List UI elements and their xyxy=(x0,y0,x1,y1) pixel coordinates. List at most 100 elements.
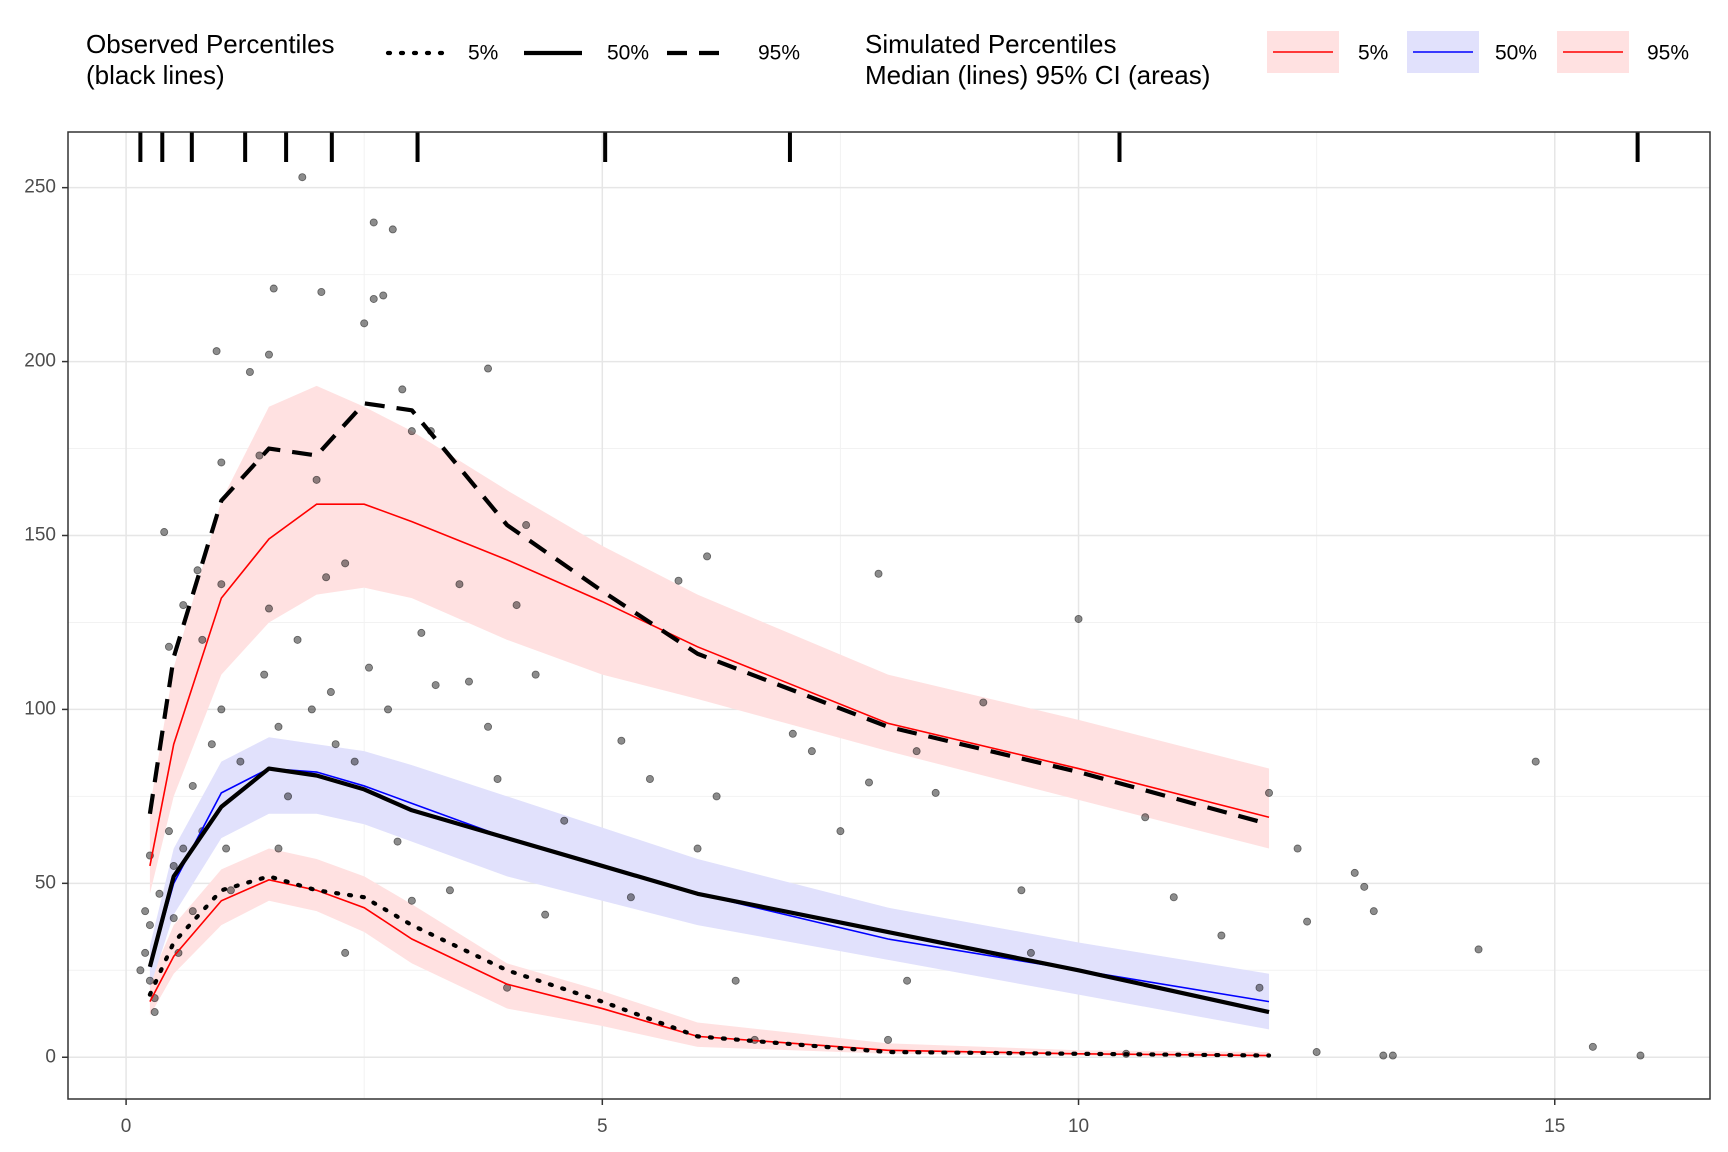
data-point xyxy=(1293,844,1302,853)
data-point xyxy=(307,705,316,714)
y-tick-label: 250 xyxy=(24,177,56,198)
data-point xyxy=(512,601,521,610)
data-point xyxy=(331,740,340,749)
data-point xyxy=(1141,813,1150,822)
x-tick-label: 5 xyxy=(597,1116,608,1137)
data-point xyxy=(198,635,207,644)
data-point xyxy=(1217,931,1226,940)
data-point xyxy=(1169,893,1178,902)
data-point xyxy=(179,844,188,853)
legend-label: 95% xyxy=(1647,42,1689,65)
data-point xyxy=(350,757,359,766)
data-point xyxy=(384,705,393,714)
data-point xyxy=(188,781,197,790)
data-point xyxy=(174,948,183,957)
data-point xyxy=(1255,983,1264,992)
data-point xyxy=(169,914,178,923)
data-point xyxy=(493,774,502,783)
data-point xyxy=(541,910,550,919)
data-point xyxy=(160,528,169,537)
obs-percentile-line xyxy=(147,401,1270,827)
data-point xyxy=(284,792,293,801)
data-point xyxy=(169,861,178,870)
data-point xyxy=(1636,1051,1645,1060)
data-point xyxy=(807,747,816,756)
data-point xyxy=(164,827,173,836)
data-point xyxy=(207,740,216,749)
data-point xyxy=(417,628,426,637)
legend-title: Simulated Percentiles xyxy=(865,29,1116,59)
legend-label: 5% xyxy=(468,42,498,65)
data-point xyxy=(264,350,273,359)
data-point xyxy=(1074,614,1083,623)
data-point xyxy=(1265,788,1274,797)
data-point xyxy=(255,451,264,460)
legend-label: 5% xyxy=(1358,42,1388,65)
data-point xyxy=(212,347,221,356)
data-point xyxy=(431,681,440,690)
data-point xyxy=(407,896,416,905)
data-point xyxy=(626,893,635,902)
data-point xyxy=(326,688,335,697)
data-point xyxy=(260,670,269,679)
data-point xyxy=(136,966,145,975)
data-point xyxy=(1588,1042,1597,1051)
data-point xyxy=(141,948,150,957)
data-point xyxy=(188,907,197,916)
data-point xyxy=(464,677,473,686)
data-point xyxy=(245,368,254,377)
ci-area xyxy=(149,385,1270,894)
data-point xyxy=(269,284,278,293)
data-point xyxy=(445,886,454,895)
legend-label: 50% xyxy=(1495,42,1537,65)
data-point xyxy=(322,573,331,582)
data-point xyxy=(388,225,397,234)
data-point xyxy=(341,559,350,568)
data-point xyxy=(145,976,154,985)
x-tick-label: 0 xyxy=(121,1116,132,1137)
data-point xyxy=(531,670,540,679)
data-point xyxy=(222,844,231,853)
data-point xyxy=(226,886,235,895)
data-point xyxy=(674,576,683,585)
data-point xyxy=(360,319,369,328)
data-point xyxy=(317,288,326,297)
data-point xyxy=(788,729,797,738)
data-point xyxy=(155,889,164,898)
data-point xyxy=(369,294,378,303)
data-point xyxy=(912,747,921,756)
y-tick-label: 200 xyxy=(24,351,56,372)
data-point xyxy=(1531,757,1540,766)
legend-label: 95% xyxy=(758,42,800,65)
x-tick-label: 10 xyxy=(1068,1116,1089,1137)
obs-percentile-line xyxy=(147,766,1270,1015)
sim-median-line xyxy=(149,767,1270,1003)
obs-percentile-line xyxy=(147,874,1272,1058)
data-point xyxy=(731,976,740,985)
data-point xyxy=(264,604,273,613)
data-point xyxy=(1388,1051,1397,1060)
plot-border xyxy=(67,131,1711,1100)
sim-median-line xyxy=(149,879,1270,1057)
data-point xyxy=(217,580,226,589)
data-point xyxy=(484,722,493,731)
y-tick-label: 0 xyxy=(45,1046,56,1067)
data-point xyxy=(379,291,388,300)
data-point xyxy=(979,698,988,707)
data-point xyxy=(369,218,378,227)
data-point xyxy=(1350,868,1359,877)
data-point xyxy=(145,921,154,930)
data-point xyxy=(931,788,940,797)
data-point xyxy=(164,642,173,651)
data-point xyxy=(150,1008,159,1017)
data-point xyxy=(1369,907,1378,916)
data-point xyxy=(617,736,626,745)
data-point xyxy=(1026,948,1035,957)
data-point xyxy=(484,364,493,373)
data-point xyxy=(179,601,188,610)
data-point xyxy=(407,427,416,436)
data-point xyxy=(884,1035,893,1044)
data-point xyxy=(274,844,283,853)
